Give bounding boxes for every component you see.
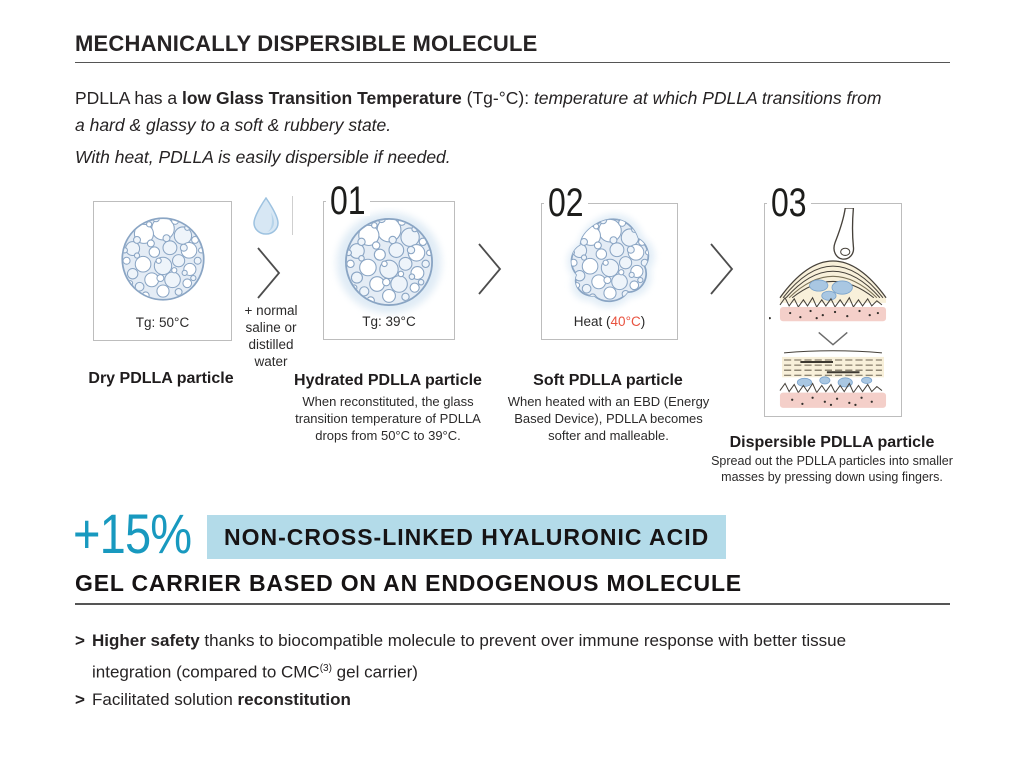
step-box-dry: Tg: 50°C: [93, 201, 232, 341]
step-title-dispersible: Dispersible PDLLA particle: [729, 434, 935, 451]
heat-label-post: ): [640, 314, 646, 329]
arrow-right-icon: [478, 243, 502, 295]
step-desc-dispersible: Spread out the PDLLA particles into smal…: [711, 454, 953, 484]
dry-particle-label: Tg: 50°C: [135, 315, 190, 330]
bullet-marker: >: [75, 689, 85, 709]
intro-italic: temperature at which PDLLA transitions f…: [75, 88, 882, 135]
highlight-band: NON-CROSS-LINKED HYALURONIC ACID: [207, 515, 727, 559]
benefit1-bold: Higher safety: [92, 631, 200, 650]
step-box-soft: Heat (40°C): [541, 203, 678, 340]
step-box-dispersible: [764, 203, 902, 417]
title-divider: [75, 62, 950, 63]
step-title-hydrated: Hydrated PDLLA particle: [294, 372, 482, 389]
intro-pre: PDLLA has a: [75, 88, 183, 108]
benefit1-text-tail: gel carrier): [331, 662, 418, 682]
step-number-03: 03: [767, 183, 811, 223]
section-divider: [75, 603, 950, 605]
bullet-marker: >: [75, 631, 85, 650]
water-droplet-icon: [253, 197, 279, 235]
hydrated-particle-label: Tg: 39°C: [362, 314, 416, 329]
soft-particle-illustration: [566, 214, 655, 308]
finger-pressing-icon: [833, 208, 855, 267]
benefit-item: > Higher safety thanks to biocompatible m…: [75, 627, 925, 686]
step-box-hydrated: Tg: 39°C: [323, 201, 455, 340]
intro-paragraph: PDLLA has a low Glass Transition Tempera…: [75, 85, 895, 138]
section-subtitle: GEL CARRIER BASED ON AN ENDOGENOUS MOLEC…: [75, 570, 742, 596]
page-title: MECHANICALLY DISPERSIBLE MOLECULE: [75, 31, 538, 56]
step-desc-hydrated: When reconstituted, the glass transition…: [295, 394, 481, 443]
soft-particle-label: Heat (40°C): [542, 314, 677, 329]
heat-temperature: 40°C: [610, 314, 641, 329]
hydrated-particle-illustration: [336, 212, 442, 314]
droplet-accent-line: [292, 196, 293, 235]
heat-label-pre: Heat (: [573, 314, 611, 329]
arrow-down-icon: [818, 331, 848, 346]
arrow-right-icon: [257, 247, 281, 299]
step-desc-soft: When heated with an EBD (Energy Based De…: [507, 394, 710, 443]
step-number-01: 01: [326, 181, 370, 221]
skin-cross-section-illustration: [769, 208, 887, 408]
step-number-02: 02: [544, 183, 588, 223]
dry-particle-illustration: [120, 217, 205, 301]
intro-bold: low Glass Transition Temperature: [182, 88, 462, 108]
intro-mid: (Tg-°C):: [461, 88, 534, 108]
intro-line2: With heat, PDLLA is easily dispersible i…: [75, 147, 451, 167]
stat-percentage: +15%: [73, 502, 192, 565]
footnote-ref: (3): [319, 662, 332, 674]
step-title-soft: Soft PDLLA particle: [533, 372, 683, 389]
benefit2-bold: reconstitution: [237, 689, 351, 709]
arrow-right-icon: [710, 243, 734, 295]
benefit-item: > Facilitated solution reconstitution: [75, 686, 925, 714]
benefit1-text: thanks to biocompatible molecule to prev…: [92, 631, 847, 682]
connector-note: + normal saline or distilled water: [244, 303, 298, 369]
benefits-list: > Higher safety thanks to biocompatible m…: [75, 627, 925, 713]
benefit2-text: Facilitated solution: [92, 689, 238, 709]
step-title-dry: Dry PDLLA particle: [88, 370, 234, 387]
